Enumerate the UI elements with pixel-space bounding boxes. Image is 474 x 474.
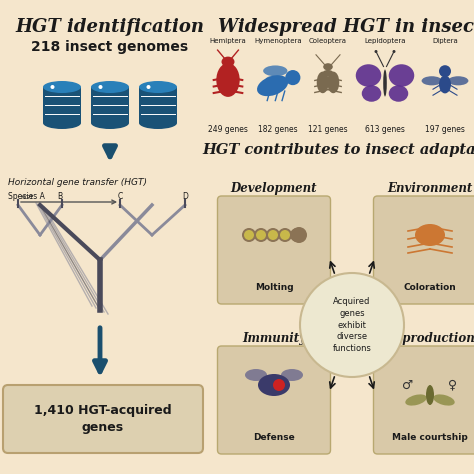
Text: HGT identification: HGT identification bbox=[16, 18, 204, 36]
Ellipse shape bbox=[91, 117, 129, 129]
Text: Defense: Defense bbox=[253, 433, 295, 442]
Text: Lepidoptera: Lepidoptera bbox=[364, 38, 406, 44]
Ellipse shape bbox=[139, 81, 177, 93]
Ellipse shape bbox=[362, 85, 381, 102]
Text: Environment: Environment bbox=[387, 182, 473, 195]
Circle shape bbox=[242, 228, 256, 242]
Text: Horizontal gene transfer (HGT): Horizontal gene transfer (HGT) bbox=[8, 178, 147, 187]
Circle shape bbox=[268, 230, 278, 240]
Ellipse shape bbox=[433, 394, 455, 406]
Text: C: C bbox=[118, 192, 123, 201]
Text: ♂: ♂ bbox=[402, 379, 414, 392]
FancyBboxPatch shape bbox=[218, 346, 330, 454]
Ellipse shape bbox=[323, 70, 333, 77]
Circle shape bbox=[290, 228, 304, 242]
Text: 121 genes: 121 genes bbox=[308, 125, 348, 134]
Ellipse shape bbox=[323, 63, 333, 71]
FancyBboxPatch shape bbox=[374, 196, 474, 304]
Ellipse shape bbox=[139, 117, 177, 129]
Circle shape bbox=[273, 379, 285, 391]
Ellipse shape bbox=[263, 65, 287, 76]
Ellipse shape bbox=[426, 385, 434, 405]
Ellipse shape bbox=[415, 224, 445, 246]
Ellipse shape bbox=[216, 63, 240, 97]
Circle shape bbox=[439, 65, 451, 77]
Text: 182 genes: 182 genes bbox=[258, 125, 298, 134]
Circle shape bbox=[292, 230, 302, 240]
Ellipse shape bbox=[389, 85, 408, 102]
Text: Reproduction: Reproduction bbox=[385, 332, 474, 345]
Circle shape bbox=[300, 273, 404, 377]
Ellipse shape bbox=[281, 369, 303, 381]
Circle shape bbox=[99, 85, 102, 89]
FancyBboxPatch shape bbox=[218, 196, 330, 304]
Text: ♀: ♀ bbox=[448, 379, 457, 392]
Text: 197 genes: 197 genes bbox=[425, 125, 465, 134]
Ellipse shape bbox=[405, 394, 427, 406]
Circle shape bbox=[280, 230, 290, 240]
Text: Species A: Species A bbox=[8, 192, 45, 201]
Text: Acquired
genes
exhibit
diverse
functions: Acquired genes exhibit diverse functions bbox=[333, 297, 372, 353]
Circle shape bbox=[254, 228, 268, 242]
Text: Coloration: Coloration bbox=[404, 283, 456, 292]
Ellipse shape bbox=[356, 64, 381, 87]
Text: HGT contributes to insect adaptation: HGT contributes to insect adaptation bbox=[202, 143, 474, 157]
Text: HGT: HGT bbox=[20, 195, 33, 200]
Ellipse shape bbox=[91, 81, 129, 93]
Circle shape bbox=[146, 85, 151, 89]
Text: 249 genes: 249 genes bbox=[208, 125, 248, 134]
FancyBboxPatch shape bbox=[43, 87, 81, 123]
Ellipse shape bbox=[266, 75, 285, 82]
Circle shape bbox=[278, 228, 292, 242]
Ellipse shape bbox=[327, 72, 339, 93]
Text: Male courtship: Male courtship bbox=[392, 433, 468, 442]
FancyBboxPatch shape bbox=[139, 87, 177, 123]
Ellipse shape bbox=[257, 75, 288, 96]
Ellipse shape bbox=[389, 64, 414, 87]
Text: Molting: Molting bbox=[255, 283, 293, 292]
Ellipse shape bbox=[421, 76, 442, 85]
Circle shape bbox=[285, 70, 301, 85]
Text: Hymenoptera: Hymenoptera bbox=[254, 38, 302, 44]
Circle shape bbox=[244, 230, 254, 240]
Circle shape bbox=[374, 50, 377, 53]
Ellipse shape bbox=[43, 81, 81, 93]
Ellipse shape bbox=[221, 56, 235, 67]
Text: Coleoptera: Coleoptera bbox=[309, 38, 347, 44]
Ellipse shape bbox=[383, 70, 387, 97]
Text: D: D bbox=[182, 192, 188, 201]
Text: Diptera: Diptera bbox=[432, 38, 458, 44]
Ellipse shape bbox=[439, 75, 451, 93]
Text: Widespread HGT in insects: Widespread HGT in insects bbox=[218, 18, 474, 36]
Text: 1,410 HGT-acquired
genes: 1,410 HGT-acquired genes bbox=[34, 404, 172, 434]
Circle shape bbox=[392, 50, 395, 53]
Circle shape bbox=[291, 227, 307, 243]
Ellipse shape bbox=[258, 374, 290, 396]
FancyBboxPatch shape bbox=[374, 346, 474, 454]
Circle shape bbox=[256, 230, 266, 240]
Text: Hemiptera: Hemiptera bbox=[210, 38, 246, 44]
Ellipse shape bbox=[448, 76, 468, 85]
FancyBboxPatch shape bbox=[3, 385, 203, 453]
Text: 613 genes: 613 genes bbox=[365, 125, 405, 134]
Text: 218 insect genomes: 218 insect genomes bbox=[31, 40, 189, 54]
FancyBboxPatch shape bbox=[91, 87, 129, 123]
Ellipse shape bbox=[317, 72, 329, 93]
Circle shape bbox=[266, 228, 280, 242]
Text: B: B bbox=[57, 192, 63, 201]
Ellipse shape bbox=[43, 117, 81, 129]
Ellipse shape bbox=[245, 369, 267, 381]
Text: Development: Development bbox=[231, 182, 317, 195]
Text: Immunity: Immunity bbox=[242, 332, 306, 345]
Circle shape bbox=[51, 85, 55, 89]
